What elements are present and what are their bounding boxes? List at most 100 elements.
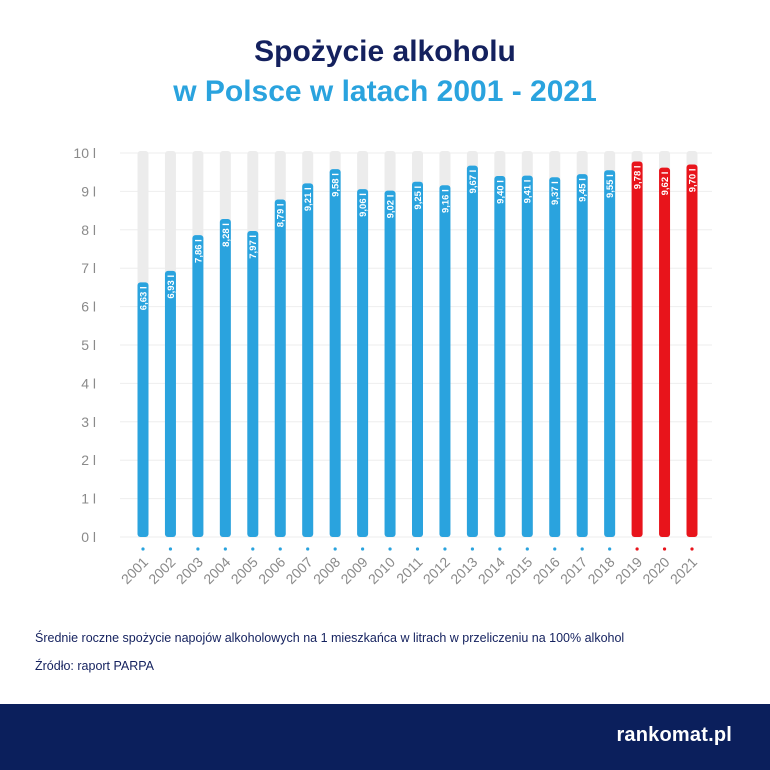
bar xyxy=(576,174,588,537)
x-tick-label: 2006 xyxy=(255,554,288,587)
x-tick-label: 2012 xyxy=(420,554,453,587)
brand-logo[interactable]: rankomat.pl xyxy=(616,724,732,746)
value-label: 9,40 l xyxy=(495,180,506,204)
x-tick-dot xyxy=(608,547,612,551)
y-tick-label: 6 l xyxy=(81,299,96,315)
x-tick-dot xyxy=(580,547,584,551)
bar xyxy=(631,161,643,537)
x-tick-label: 2021 xyxy=(667,554,700,587)
y-axis-ticks: 0 l 1 l 2 l 3 l 4 l 5 l 6 l 7 l 8 l 9 l 10 l xyxy=(73,145,96,545)
x-tick-dot xyxy=(196,547,200,551)
x-tick-label: 2004 xyxy=(200,554,233,587)
x-tick-label: 2017 xyxy=(557,554,590,587)
y-tick-label: 10 l xyxy=(73,145,96,161)
bar xyxy=(137,282,149,537)
x-tick-dot xyxy=(525,547,529,551)
bar xyxy=(219,219,231,537)
bar xyxy=(247,230,259,537)
value-label: 7,86 l xyxy=(193,239,204,263)
x-tick-dot xyxy=(168,547,173,551)
x-tick-dot xyxy=(333,547,337,551)
x-tick-label: 2008 xyxy=(310,554,343,587)
x-tick-label: 2007 xyxy=(282,554,315,587)
value-label: 9,70 l xyxy=(687,169,698,193)
x-tick-label: 2011 xyxy=(393,554,426,587)
bar xyxy=(686,164,698,537)
bar xyxy=(466,165,478,537)
x-tick-label: 2013 xyxy=(447,554,480,587)
x-tick-label: 2014 xyxy=(475,554,508,587)
x-tick-dot xyxy=(635,547,639,551)
bar xyxy=(494,176,506,538)
x-tick-dot xyxy=(388,547,392,551)
bar xyxy=(384,190,396,537)
x-tick-dot xyxy=(662,547,667,551)
bar xyxy=(357,189,369,537)
value-label: 9,21 l xyxy=(303,187,314,211)
x-tick-dot xyxy=(361,547,365,551)
x-tick-dot xyxy=(223,547,227,551)
bars xyxy=(137,161,698,538)
chart-title: Spożycie alkoholu xyxy=(254,35,516,68)
x-tick-label: 2019 xyxy=(612,554,645,587)
bar-chart: 0 l 1 l 2 l 3 l 4 l 5 l 6 l 7 l 8 l 9 l 10 l 6,63 … xyxy=(73,145,712,587)
bar xyxy=(164,270,176,537)
x-tick-label: 2001 xyxy=(118,554,151,587)
x-tick-label: 2015 xyxy=(502,554,535,587)
value-label: 9,55 l xyxy=(605,174,616,198)
value-label: 9,16 l xyxy=(440,189,451,213)
source-note: Źródło: raport PARPA xyxy=(35,659,155,673)
value-label: 9,78 l xyxy=(633,165,644,189)
value-label: 6,93 l xyxy=(166,275,177,299)
x-axis-ticks: 2001200220032004200520062007200820092010… xyxy=(118,547,700,587)
value-label: 9,37 l xyxy=(550,181,561,205)
bar xyxy=(329,169,341,538)
x-tick-label: 2005 xyxy=(228,554,261,587)
value-label: 9,45 l xyxy=(578,178,589,202)
bar xyxy=(549,177,561,537)
value-label: 6,63 l xyxy=(138,286,149,310)
bar xyxy=(521,175,533,537)
bar xyxy=(302,183,314,537)
x-tick-label: 2003 xyxy=(173,554,206,587)
x-tick-label: 2020 xyxy=(639,554,672,587)
x-tick-dot xyxy=(278,547,282,551)
y-tick-label: 7 l xyxy=(81,260,96,276)
x-tick-label: 2009 xyxy=(337,554,370,587)
value-labels: 6,63 l 6,93 l 7,86 l 8,28 l 7,97 l 8,79 l 9,21… xyxy=(138,165,698,310)
x-tick-label: 2002 xyxy=(145,554,178,587)
x-tick-dot xyxy=(141,547,145,551)
x-tick-label: 2016 xyxy=(530,554,563,587)
value-label: 8,79 l xyxy=(276,203,287,227)
value-label: 9,06 l xyxy=(358,193,369,217)
value-label: 8,28 l xyxy=(221,223,232,247)
y-tick-label: 5 l xyxy=(81,337,96,353)
y-tick-label: 3 l xyxy=(81,414,96,430)
bar xyxy=(659,167,671,538)
bar xyxy=(412,181,423,538)
y-tick-label: 2 l xyxy=(81,452,96,468)
bar xyxy=(192,235,204,537)
bar xyxy=(439,185,451,538)
x-tick-dot xyxy=(690,547,694,551)
x-tick-dot xyxy=(251,547,255,551)
y-tick-label: 1 l xyxy=(81,491,96,507)
x-tick-dot xyxy=(498,547,502,551)
x-tick-dot xyxy=(553,547,557,551)
value-label: 9,25 l xyxy=(413,186,424,210)
value-label: 9,41 l xyxy=(523,180,534,204)
x-tick-dot xyxy=(306,547,310,551)
value-label: 9,67 l xyxy=(468,170,479,194)
x-tick-dot xyxy=(470,547,474,551)
value-label: 9,58 l xyxy=(331,173,342,197)
x-tick-label: 2010 xyxy=(365,554,398,587)
value-label: 9,02 l xyxy=(385,195,396,219)
y-tick-label: 4 l xyxy=(81,375,96,391)
x-tick-dot xyxy=(415,547,420,551)
value-label: 9,62 l xyxy=(660,172,671,196)
y-tick-label: 8 l xyxy=(81,222,96,238)
footnote: Średnie roczne spożycie napojów alkoholo… xyxy=(35,631,625,645)
x-tick-label: 2018 xyxy=(584,554,617,587)
value-label: 7,97 l xyxy=(248,235,259,259)
footer-bar: rankomat.pl xyxy=(0,704,770,770)
